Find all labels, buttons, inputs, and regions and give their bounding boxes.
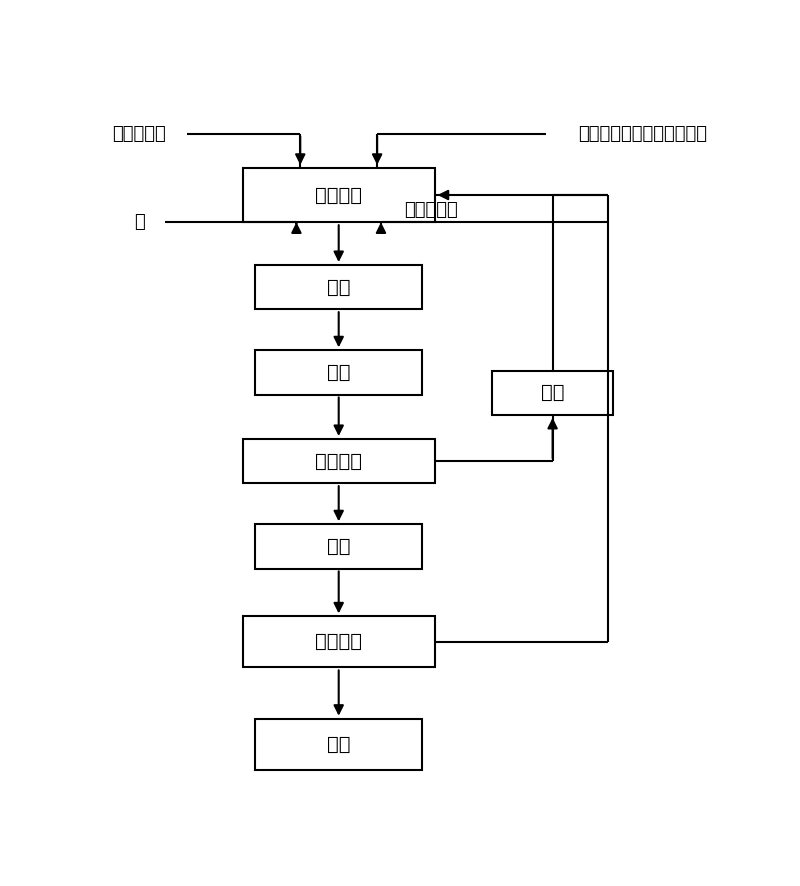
Bar bbox=[242, 439, 435, 483]
Text: 生条过筛: 生条过筛 bbox=[315, 452, 362, 470]
Text: 五氧化二钒: 五氧化二钒 bbox=[404, 201, 458, 219]
Text: 东北硅藻土: 东北硅藻土 bbox=[112, 125, 166, 143]
Text: 煽烧: 煽烧 bbox=[327, 537, 350, 556]
Text: 成品过筛: 成品过筛 bbox=[315, 633, 362, 651]
Text: 混合碎压: 混合碎压 bbox=[315, 185, 362, 205]
Bar bbox=[242, 167, 435, 222]
Text: 粉碎: 粉碎 bbox=[541, 384, 564, 402]
Text: 硫酸氢锇、硫酸钄、硫酸钓: 硫酸氢锇、硫酸钄、硫酸钓 bbox=[578, 125, 708, 143]
Bar bbox=[255, 525, 422, 569]
Text: 水: 水 bbox=[134, 214, 145, 231]
Text: 包装: 包装 bbox=[327, 734, 350, 754]
Bar bbox=[255, 265, 422, 309]
Bar bbox=[255, 719, 422, 770]
Bar bbox=[492, 370, 613, 415]
Text: 挤条: 挤条 bbox=[327, 277, 350, 297]
Bar bbox=[242, 617, 435, 667]
Text: 干燥: 干燥 bbox=[327, 363, 350, 382]
Bar bbox=[255, 350, 422, 394]
